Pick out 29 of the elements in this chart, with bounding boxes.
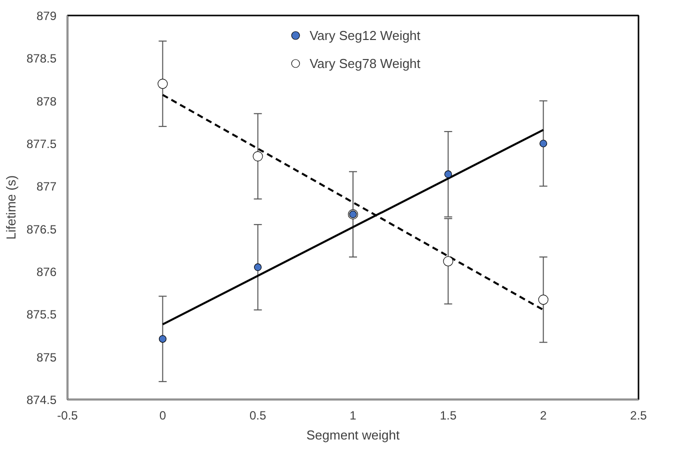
point xyxy=(444,170,452,178)
y-tick-label: 878 xyxy=(36,94,57,108)
x-tick-label: 2 xyxy=(540,408,547,422)
x-tick-label: -0.5 xyxy=(57,408,78,422)
point xyxy=(252,151,263,162)
x-tick-label: 2.5 xyxy=(630,408,648,422)
x-axis-title: Segment weight xyxy=(306,428,400,442)
y-axis-title: Lifetime (s) xyxy=(3,175,18,240)
point xyxy=(158,78,168,89)
point xyxy=(540,140,548,148)
point xyxy=(443,256,454,266)
y-tick-label: 879 xyxy=(36,9,57,23)
y-tick-label: 875 xyxy=(36,350,57,364)
point xyxy=(538,294,548,305)
legend-label: Vary Seg12 Weight xyxy=(310,28,420,42)
y-tick-label: 876.5 xyxy=(26,222,57,236)
point xyxy=(158,335,166,343)
x-tick-label: 1.5 xyxy=(440,408,457,422)
y-tick-label: 877 xyxy=(36,180,57,194)
y-tick-label: 874.5 xyxy=(26,393,57,407)
y-tick-label: 876 xyxy=(36,265,57,279)
x-tick-label: 0 xyxy=(159,408,166,422)
y-tick-label: 875.5 xyxy=(26,308,57,322)
x-tick-label: 0.5 xyxy=(249,408,266,422)
x-tick-label: 1 xyxy=(350,408,357,422)
y-tick-label: 877.5 xyxy=(26,137,57,151)
point xyxy=(254,263,262,272)
legend-label: Vary Seg78 Weight xyxy=(310,56,420,70)
y-tick-label: 878.5 xyxy=(26,52,57,66)
